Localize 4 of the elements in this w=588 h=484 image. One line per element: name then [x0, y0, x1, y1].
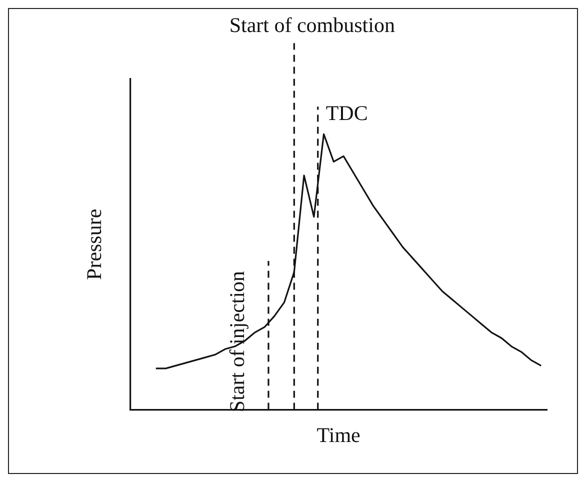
- y-axis-title: Pressure: [82, 208, 106, 280]
- x-axis-title: Time: [316, 422, 360, 447]
- text: TDC: [326, 101, 368, 126]
- text: Start of combustion: [229, 13, 396, 38]
